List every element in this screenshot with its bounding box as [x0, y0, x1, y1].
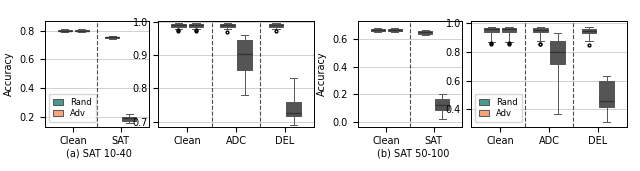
PathPatch shape	[269, 24, 284, 28]
PathPatch shape	[286, 102, 301, 116]
Y-axis label: Accuracy: Accuracy	[4, 51, 14, 96]
PathPatch shape	[599, 81, 614, 107]
PathPatch shape	[58, 30, 72, 31]
PathPatch shape	[122, 116, 136, 121]
Y-axis label: Accuracy: Accuracy	[317, 51, 327, 96]
Text: (a) SAT 10-40: (a) SAT 10-40	[67, 149, 132, 159]
PathPatch shape	[582, 29, 596, 33]
PathPatch shape	[502, 28, 516, 32]
PathPatch shape	[371, 29, 385, 31]
Legend: Rand, Adv: Rand, Adv	[475, 94, 522, 122]
PathPatch shape	[550, 41, 565, 63]
PathPatch shape	[171, 24, 186, 27]
PathPatch shape	[484, 28, 499, 32]
PathPatch shape	[189, 24, 204, 27]
PathPatch shape	[237, 40, 252, 70]
Legend: Rand, Adv: Rand, Adv	[49, 94, 95, 122]
PathPatch shape	[105, 37, 119, 38]
PathPatch shape	[435, 99, 449, 110]
Text: (b) SAT 50-100: (b) SAT 50-100	[376, 149, 449, 159]
PathPatch shape	[418, 31, 432, 34]
PathPatch shape	[388, 29, 402, 31]
PathPatch shape	[220, 24, 234, 28]
PathPatch shape	[533, 28, 548, 32]
PathPatch shape	[75, 30, 89, 31]
